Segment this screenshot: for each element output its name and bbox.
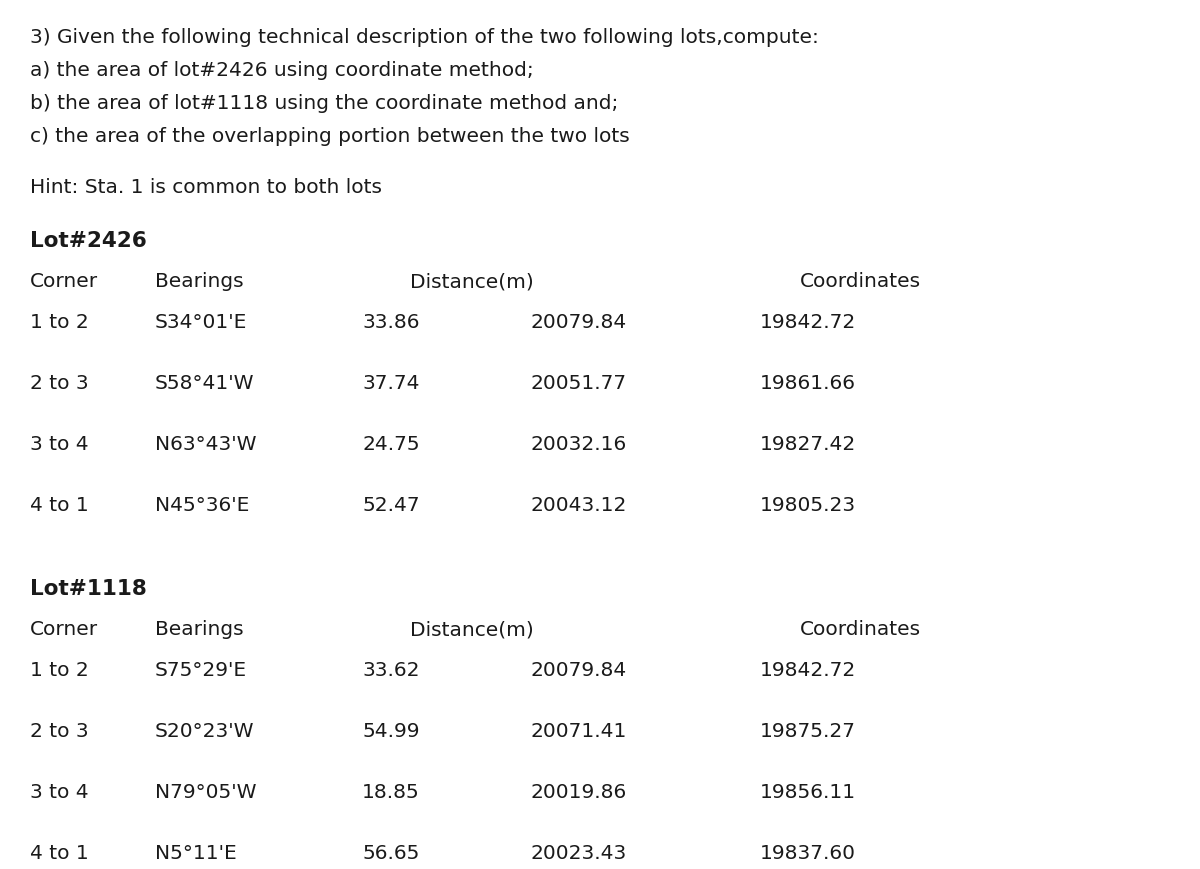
Text: 20079.84: 20079.84 [530, 313, 626, 332]
Text: 19805.23: 19805.23 [760, 495, 856, 514]
Text: 2 to 3: 2 to 3 [30, 721, 89, 740]
Text: 3 to 4: 3 to 4 [30, 782, 89, 801]
Text: S34°01'E: S34°01'E [155, 313, 247, 332]
Text: Lot#1118: Lot#1118 [30, 579, 146, 599]
Text: 52.47: 52.47 [362, 495, 420, 514]
Text: 24.75: 24.75 [362, 434, 420, 454]
Text: 19842.72: 19842.72 [760, 660, 857, 680]
Text: Distance(m): Distance(m) [410, 620, 534, 638]
Text: Bearings: Bearings [155, 620, 244, 638]
Text: Lot#2426: Lot#2426 [30, 231, 146, 251]
Text: S58°41'W: S58°41'W [155, 374, 254, 393]
Text: S75°29'E: S75°29'E [155, 660, 247, 680]
Text: Corner: Corner [30, 620, 98, 638]
Text: S20°23'W: S20°23'W [155, 721, 254, 740]
Text: 19842.72: 19842.72 [760, 313, 857, 332]
Text: Coordinates: Coordinates [799, 272, 920, 290]
Text: 2 to 3: 2 to 3 [30, 374, 89, 393]
Text: 54.99: 54.99 [362, 721, 420, 740]
Text: 20079.84: 20079.84 [530, 660, 626, 680]
Text: N5°11'E: N5°11'E [155, 843, 236, 862]
Text: 18.85: 18.85 [362, 782, 420, 801]
Text: Distance(m): Distance(m) [410, 272, 534, 290]
Text: Bearings: Bearings [155, 272, 244, 290]
Text: 19856.11: 19856.11 [760, 782, 856, 801]
Text: 3 to 4: 3 to 4 [30, 434, 89, 454]
Text: Coordinates: Coordinates [799, 620, 920, 638]
Text: Corner: Corner [30, 272, 98, 290]
Text: 20071.41: 20071.41 [530, 721, 626, 740]
Text: N63°43'W: N63°43'W [155, 434, 257, 454]
Text: Hint: Sta. 1 is common to both lots: Hint: Sta. 1 is common to both lots [30, 178, 382, 196]
Text: 33.86: 33.86 [362, 313, 420, 332]
Text: N79°05'W: N79°05'W [155, 782, 257, 801]
Text: 19875.27: 19875.27 [760, 721, 856, 740]
Text: c) the area of the overlapping portion between the two lots: c) the area of the overlapping portion b… [30, 127, 630, 146]
Text: 19827.42: 19827.42 [760, 434, 857, 454]
Text: 37.74: 37.74 [362, 374, 420, 393]
Text: 19861.66: 19861.66 [760, 374, 856, 393]
Text: 1 to 2: 1 to 2 [30, 660, 89, 680]
Text: 19837.60: 19837.60 [760, 843, 856, 862]
Text: a) the area of lot#2426 using coordinate method;: a) the area of lot#2426 using coordinate… [30, 61, 534, 80]
Text: 33.62: 33.62 [362, 660, 420, 680]
Text: 1 to 2: 1 to 2 [30, 313, 89, 332]
Text: 4 to 1: 4 to 1 [30, 495, 89, 514]
Text: 3) Given the following technical description of the two following lots,compute:: 3) Given the following technical descrip… [30, 28, 818, 47]
Text: 56.65: 56.65 [362, 843, 420, 862]
Text: 20019.86: 20019.86 [530, 782, 626, 801]
Text: 20032.16: 20032.16 [530, 434, 626, 454]
Text: 20023.43: 20023.43 [530, 843, 626, 862]
Text: N45°36'E: N45°36'E [155, 495, 250, 514]
Text: b) the area of lot#1118 using the coordinate method and;: b) the area of lot#1118 using the coordi… [30, 94, 618, 113]
Text: 20051.77: 20051.77 [530, 374, 626, 393]
Text: 4 to 1: 4 to 1 [30, 843, 89, 862]
Text: 20043.12: 20043.12 [530, 495, 626, 514]
